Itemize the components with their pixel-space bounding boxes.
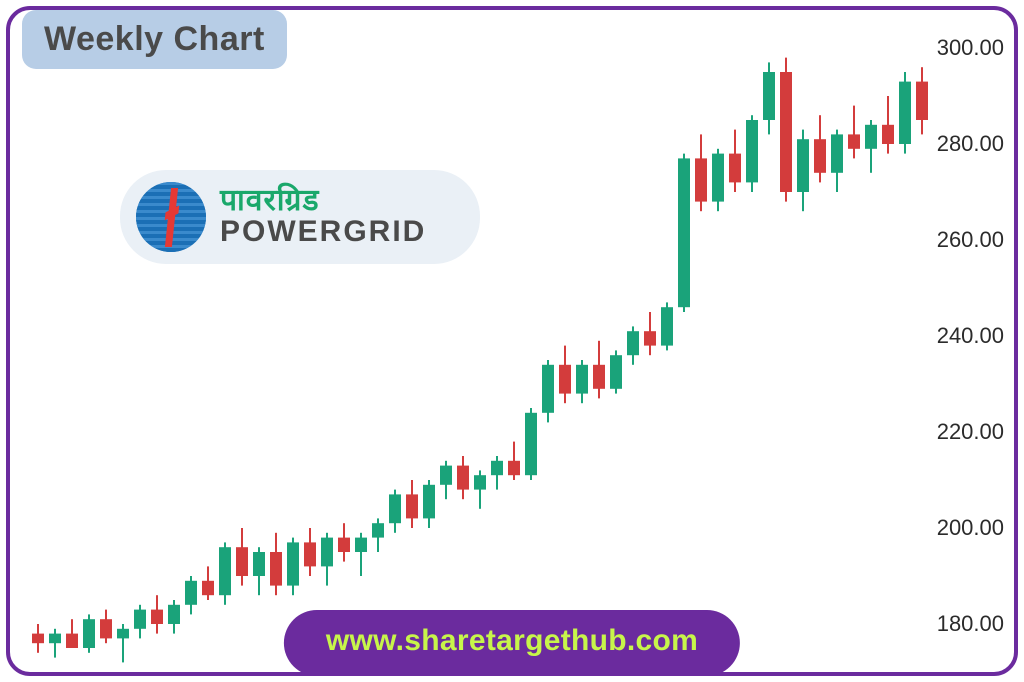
y-axis-tick-label: 200.00	[934, 515, 1004, 541]
y-axis-labels: 180.00 200.00 220.00 240.00 260.00 280.00 300.…	[934, 24, 1004, 672]
y-axis-tick-label: 300.00	[934, 35, 1004, 61]
powergrid-logo-icon	[136, 182, 206, 252]
chart-frame: 180.00 200.00 220.00 240.00 260.00 280.00 300.…	[6, 6, 1018, 676]
y-axis-tick-label: 240.00	[934, 323, 1004, 349]
y-axis-tick-label: 180.00	[934, 611, 1004, 637]
y-axis-tick-label: 260.00	[934, 227, 1004, 253]
watermark-url: www.sharetargethub.com	[326, 624, 698, 657]
chart-title-badge: Weekly Chart	[22, 10, 287, 69]
y-axis-tick-label: 280.00	[934, 131, 1004, 157]
logo-line-hindi: पावरग्रिड	[220, 186, 426, 217]
y-axis-tick-label: 220.00	[934, 419, 1004, 445]
watermark-url-badge: www.sharetargethub.com	[284, 610, 740, 676]
powergrid-logo-text: पावरग्रिड POWERGRID	[220, 186, 426, 247]
logo-line-english: POWERGRID	[220, 217, 426, 248]
powergrid-logo-badge: पावरग्रिड POWERGRID	[120, 170, 480, 264]
chart-title: Weekly Chart	[44, 20, 265, 58]
candlestick-chart	[24, 24, 1004, 672]
